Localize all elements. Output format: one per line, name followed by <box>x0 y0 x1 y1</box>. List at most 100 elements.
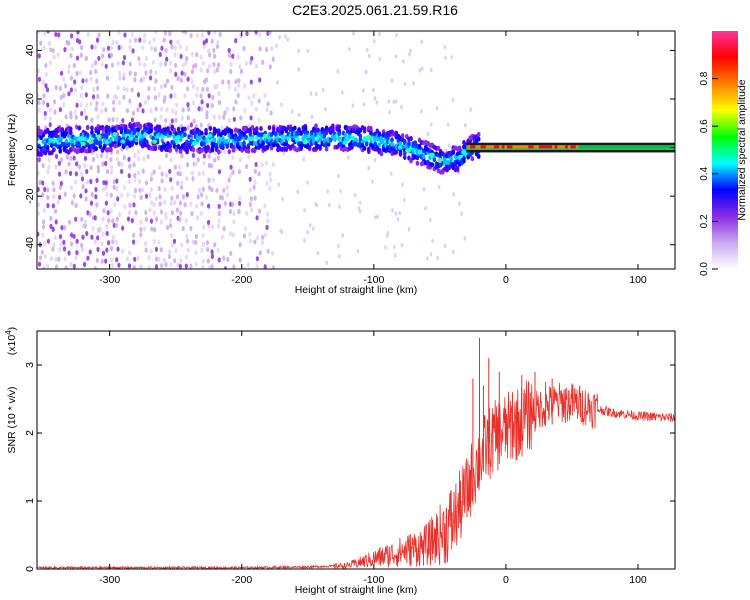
noise-speckle <box>57 256 61 262</box>
noise-speckle <box>205 86 210 92</box>
noise-speckle <box>85 179 90 185</box>
ridge-point <box>377 142 382 148</box>
ridge-peak <box>207 133 213 138</box>
ridge-point <box>457 154 462 160</box>
noise-speckle <box>205 114 209 120</box>
noise-speckle <box>183 202 187 208</box>
ridge-point <box>436 145 441 151</box>
noise-speckle <box>63 225 67 231</box>
noise-speckle <box>73 87 78 93</box>
noise-speckle <box>228 231 233 237</box>
noise-speckle <box>237 77 241 84</box>
noise-speckle <box>96 164 100 170</box>
snr-panel: -300 -200 -100 0 100 0 1 2 3 Height of straight … <box>4 327 676 596</box>
noise-speckle <box>223 266 228 269</box>
noise-speckle <box>139 226 143 233</box>
noise-speckle <box>175 102 179 108</box>
noise-speckle <box>83 223 87 229</box>
noise-speckle <box>181 31 185 34</box>
noise-speckle <box>143 226 147 232</box>
carrier-point <box>644 145 648 149</box>
noise-speckle <box>149 176 153 182</box>
noise-speckle <box>394 54 398 59</box>
noise-speckle <box>189 263 193 269</box>
noise-speckle <box>43 240 47 246</box>
noise-speckle <box>46 31 50 34</box>
noise-speckle <box>120 168 124 175</box>
noise-speckle <box>84 196 88 202</box>
carrier-point <box>657 145 661 149</box>
carrier-point <box>541 145 545 149</box>
noise-speckle <box>115 39 119 46</box>
noise-speckle <box>351 103 355 108</box>
noise-speckle <box>37 186 40 193</box>
noise-speckle <box>347 47 351 52</box>
noise-speckle <box>238 63 242 70</box>
noise-speckle <box>165 107 169 113</box>
ridge-peak <box>405 148 411 154</box>
ridge-peak <box>104 140 110 145</box>
noise-speckle <box>54 31 58 38</box>
noise-speckle <box>338 254 341 259</box>
noise-speckle <box>82 261 87 268</box>
noise-speckle <box>139 232 143 238</box>
noise-speckle <box>207 185 212 191</box>
noise-speckle <box>164 48 168 54</box>
snr-scale-close: ) <box>6 327 18 331</box>
noise-speckle <box>121 117 125 124</box>
noise-speckle <box>261 234 265 240</box>
carrier-point <box>488 145 492 149</box>
ridge-point <box>138 123 143 129</box>
spectrogram-marks <box>37 31 675 269</box>
ridge-point <box>149 123 153 129</box>
noise-speckle <box>201 86 205 92</box>
noise-speckle <box>144 70 148 76</box>
ridge-peak <box>397 145 403 150</box>
noise-speckle <box>79 52 83 58</box>
noise-speckle <box>169 39 173 45</box>
noise-speckle <box>41 219 46 225</box>
colorbar-tick-label: 0.2 <box>699 214 710 228</box>
noise-speckle <box>122 86 126 92</box>
ridge-peak <box>80 141 86 146</box>
ridge-point <box>210 145 215 151</box>
noise-speckle <box>263 264 267 269</box>
noise-speckle <box>246 262 250 268</box>
noise-speckle <box>115 216 119 222</box>
noise-speckle <box>183 71 187 77</box>
noise-speckle <box>69 53 73 59</box>
noise-speckle <box>460 211 463 216</box>
x-tick-label: -100 <box>363 574 384 586</box>
ridge-point <box>326 141 331 147</box>
noise-speckle <box>90 234 94 240</box>
noise-speckle <box>231 232 235 238</box>
noise-speckle <box>450 54 454 60</box>
noise-speckle <box>186 102 190 108</box>
noise-speckle <box>37 231 40 237</box>
ridge-point <box>153 146 158 152</box>
noise-speckle <box>237 208 241 215</box>
noise-speckle <box>206 203 211 209</box>
carrier-point <box>469 145 474 149</box>
noise-speckle <box>52 242 56 248</box>
ridge-point <box>398 151 403 157</box>
ridge-point <box>109 147 113 153</box>
noise-speckle <box>201 241 206 247</box>
ridge-point <box>312 137 316 143</box>
ridge-point <box>377 131 382 137</box>
noise-speckle <box>196 194 200 200</box>
noise-speckle <box>180 180 184 186</box>
noise-speckle <box>102 186 106 192</box>
carrier-point <box>617 145 622 149</box>
noise-speckle <box>269 177 273 183</box>
noise-speckle <box>41 192 45 198</box>
noise-speckle <box>76 31 80 35</box>
carrier-point <box>472 145 476 149</box>
ridge-peak <box>350 135 356 140</box>
noise-speckle <box>154 216 159 222</box>
noise-speckle <box>163 83 167 89</box>
noise-speckle <box>250 100 254 106</box>
noise-speckle <box>212 61 216 67</box>
noise-speckle <box>67 250 71 256</box>
ridge-peak <box>247 136 253 141</box>
